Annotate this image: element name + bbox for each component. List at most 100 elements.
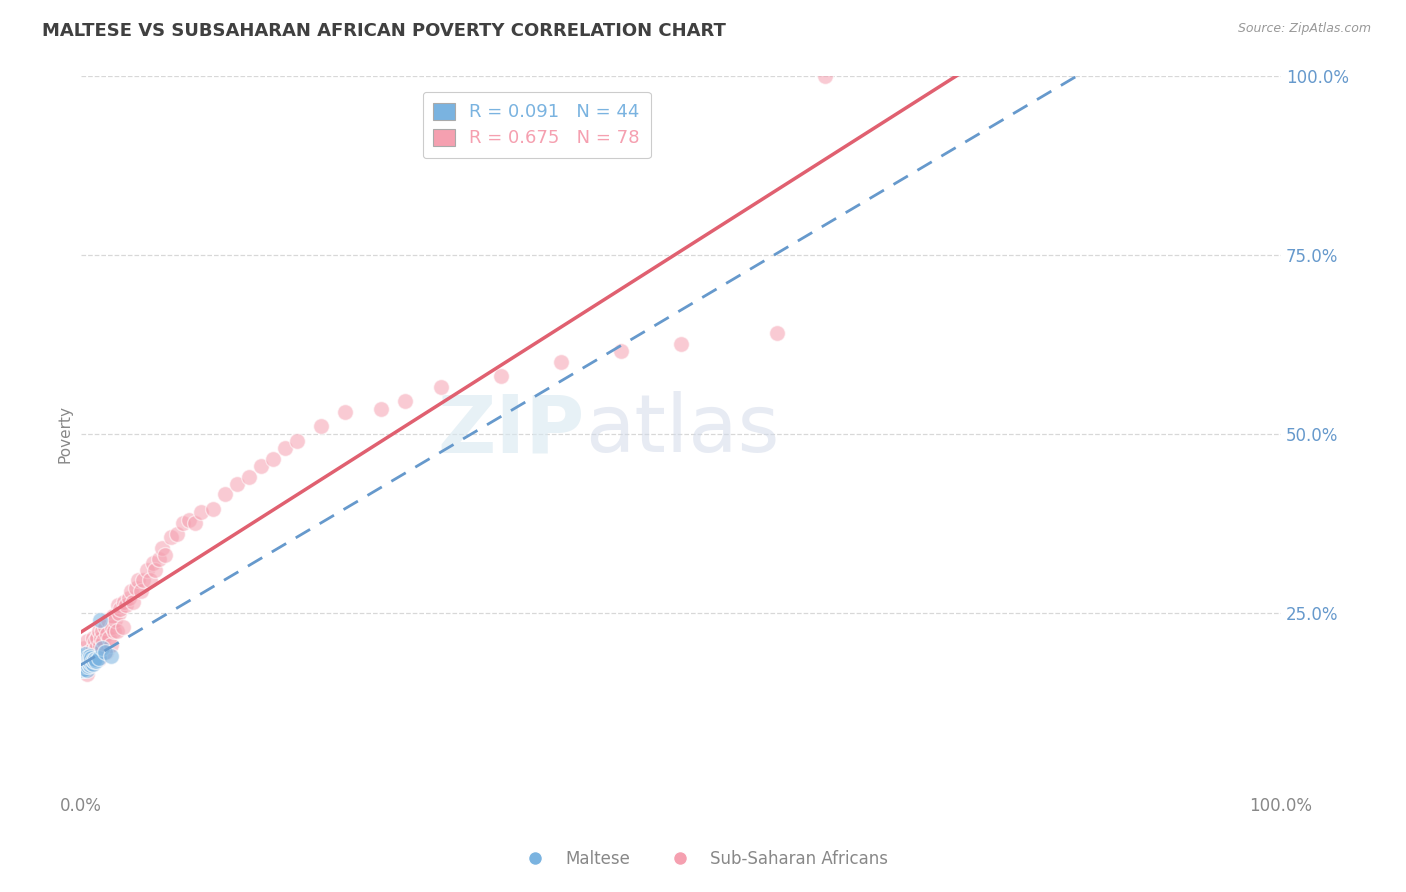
Point <box>148 552 170 566</box>
Point <box>97 613 120 627</box>
Point <box>214 487 236 501</box>
Point <box>89 613 111 627</box>
Point <box>153 549 176 563</box>
Point <box>72 663 94 677</box>
Point <box>765 326 787 341</box>
Point <box>72 652 94 666</box>
Point <box>309 419 332 434</box>
Point <box>669 337 692 351</box>
Point <box>333 405 356 419</box>
Point <box>225 476 247 491</box>
Point <box>70 656 93 670</box>
Point <box>105 624 128 638</box>
Point <box>370 401 392 416</box>
Text: MALTESE VS SUBSAHARAN AFRICAN POVERTY CORRELATION CHART: MALTESE VS SUBSAHARAN AFRICAN POVERTY CO… <box>42 22 725 40</box>
Point <box>84 652 107 666</box>
Point <box>262 451 284 466</box>
Point <box>249 458 271 473</box>
Point <box>107 599 129 613</box>
Point <box>76 657 98 672</box>
Point <box>159 531 181 545</box>
Point <box>82 631 104 645</box>
Point <box>141 556 163 570</box>
Point <box>73 650 96 665</box>
Point <box>166 527 188 541</box>
Point <box>75 647 97 661</box>
Point <box>87 651 110 665</box>
Point <box>111 620 134 634</box>
Point <box>96 627 118 641</box>
Legend: Maltese, Sub-Saharan Africans: Maltese, Sub-Saharan Africans <box>512 844 894 875</box>
Point <box>103 624 125 638</box>
Legend: R = 0.091   N = 44, R = 0.675   N = 78: R = 0.091 N = 44, R = 0.675 N = 78 <box>423 92 651 158</box>
Point <box>79 659 101 673</box>
Point <box>201 501 224 516</box>
Point <box>83 654 105 668</box>
Point <box>91 634 114 648</box>
Point <box>489 369 512 384</box>
Point <box>82 657 104 672</box>
Point <box>79 657 101 672</box>
Point <box>814 69 837 83</box>
Point <box>87 624 110 638</box>
Point <box>70 652 93 666</box>
Point <box>89 638 111 652</box>
Text: ZIP: ZIP <box>437 391 585 469</box>
Point <box>76 666 98 681</box>
Point <box>91 624 114 638</box>
Point <box>83 645 105 659</box>
Point <box>115 599 138 613</box>
Point <box>75 658 97 673</box>
Point <box>72 652 94 666</box>
Point <box>108 602 131 616</box>
Point <box>127 574 149 588</box>
Point <box>285 434 308 448</box>
Point <box>550 355 572 369</box>
Point <box>75 654 97 668</box>
Point <box>108 606 131 620</box>
Point <box>93 620 115 634</box>
Point <box>172 516 194 530</box>
Point <box>238 469 260 483</box>
Point <box>73 661 96 675</box>
Point <box>76 658 98 673</box>
Point <box>69 652 91 666</box>
Point <box>75 648 97 663</box>
Point <box>90 631 112 645</box>
Point <box>73 654 96 668</box>
Point <box>150 541 173 556</box>
Point <box>76 654 98 668</box>
Point <box>80 656 103 670</box>
Point <box>104 613 127 627</box>
Point <box>122 595 145 609</box>
Point <box>129 584 152 599</box>
Point <box>79 649 101 664</box>
Point <box>77 657 100 671</box>
Point <box>87 652 110 666</box>
Point <box>79 654 101 668</box>
Point <box>183 516 205 530</box>
Point <box>76 634 98 648</box>
Point <box>120 584 142 599</box>
Point <box>77 645 100 659</box>
Point <box>143 563 166 577</box>
Point <box>394 394 416 409</box>
Point <box>76 652 98 666</box>
Point <box>80 648 103 663</box>
Point <box>70 659 93 673</box>
Point <box>94 645 117 659</box>
Point <box>76 663 98 677</box>
Point <box>100 620 122 634</box>
Point <box>70 648 93 663</box>
Point <box>72 659 94 673</box>
Point <box>82 641 104 656</box>
Point <box>76 650 98 665</box>
Point <box>70 659 93 673</box>
Point <box>100 638 122 652</box>
Point <box>84 641 107 656</box>
Point <box>100 648 122 663</box>
Point <box>73 657 96 672</box>
Point <box>609 344 631 359</box>
Point <box>73 641 96 656</box>
Y-axis label: Poverty: Poverty <box>58 405 72 463</box>
